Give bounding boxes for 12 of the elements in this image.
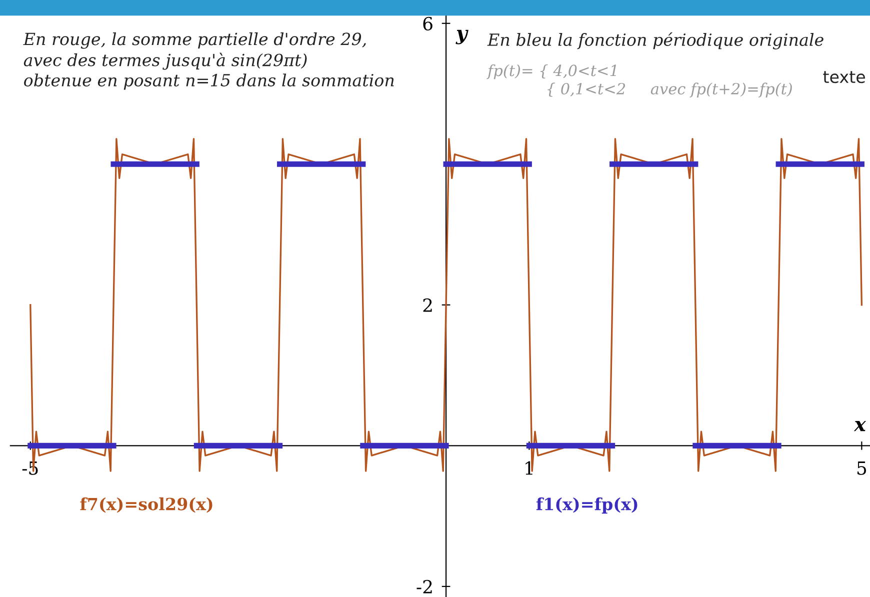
y-tick-label: -2 <box>416 580 432 594</box>
y-tick-label: 2 <box>423 298 432 312</box>
annotation: texte <box>823 71 865 84</box>
y-tick-label: 6 <box>423 16 432 30</box>
text: f1(x)=fp(x) <box>536 497 638 514</box>
x-tick-label: 5 <box>857 462 866 475</box>
annotation: En rouge, la somme partielle d'ordre 29, avec des termes jusqu'à sin(29πt) obtenue en posant n=15 dans la sommation <box>23 32 394 90</box>
y-axis-title: y <box>456 30 468 44</box>
series-label: f7(x)=sol29(x) <box>80 497 212 513</box>
annotation: En bleu la fonction périodique originale <box>487 32 824 50</box>
annotation: fp(t)= { 4,0<t<1 { 0,1<t<2 avec fp(t+2)=fp(t) <box>486 64 792 98</box>
x-axis-title: x <box>854 420 866 432</box>
